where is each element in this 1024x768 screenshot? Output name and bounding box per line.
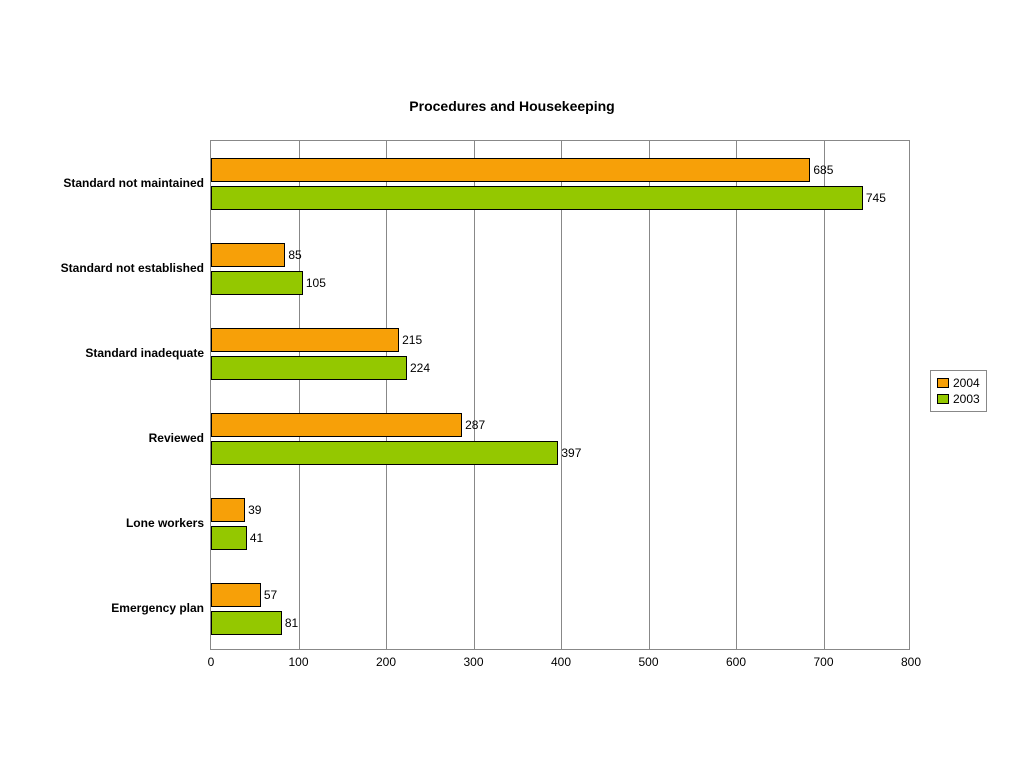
category-label: Lone workers: [4, 511, 204, 535]
bar: [211, 413, 462, 437]
y-axis-labels: Standard not maintained Standard not esta…: [0, 140, 210, 650]
bar: [211, 158, 810, 182]
bar: [211, 271, 303, 295]
bar: [211, 356, 407, 380]
gridline: [474, 141, 475, 649]
bar-value-label: 57: [261, 583, 277, 607]
gridline: [561, 141, 562, 649]
bar-value-label: 81: [282, 611, 298, 635]
bar-value-label: 105: [303, 271, 326, 295]
bar: [211, 611, 282, 635]
chart-title: Procedures and Housekeeping: [0, 98, 1024, 114]
bar-value-label: 85: [285, 243, 301, 267]
legend-label: 2004: [953, 375, 980, 391]
category-label: Standard not established: [4, 256, 204, 280]
x-tick-label: 600: [726, 655, 746, 669]
category-label: Emergency plan: [4, 596, 204, 620]
x-tick-label: 500: [638, 655, 658, 669]
gridline: [736, 141, 737, 649]
x-tick-label: 0: [208, 655, 215, 669]
bar: [211, 498, 245, 522]
bar: [211, 328, 399, 352]
bar-value-label: 287: [462, 413, 485, 437]
bar-value-label: 39: [245, 498, 261, 522]
bar-value-label: 745: [863, 186, 886, 210]
plot-area: 0100200300400500600700800685745851052152…: [210, 140, 910, 650]
x-tick-label: 100: [288, 655, 308, 669]
category-label: Standard not maintained: [4, 171, 204, 195]
bar: [211, 583, 261, 607]
legend-swatch: [937, 378, 949, 388]
legend-label: 2003: [953, 391, 980, 407]
x-tick-label: 800: [901, 655, 921, 669]
bar-value-label: 224: [407, 356, 430, 380]
x-tick-label: 200: [376, 655, 396, 669]
bar-value-label: 685: [810, 158, 833, 182]
legend-item: 2003: [937, 391, 980, 407]
category-label: Standard inadequate: [4, 341, 204, 365]
legend: 20042003: [930, 370, 987, 412]
bar-value-label: 41: [247, 526, 263, 550]
x-tick-label: 400: [551, 655, 571, 669]
gridline: [386, 141, 387, 649]
gridline: [649, 141, 650, 649]
gridline: [299, 141, 300, 649]
category-label: Reviewed: [4, 426, 204, 450]
bar-value-label: 397: [558, 441, 581, 465]
legend-item: 2004: [937, 375, 980, 391]
bar-value-label: 215: [399, 328, 422, 352]
bar: [211, 441, 558, 465]
bar: [211, 186, 863, 210]
x-tick-label: 300: [463, 655, 483, 669]
legend-swatch: [937, 394, 949, 404]
bar: [211, 526, 247, 550]
gridline: [824, 141, 825, 649]
bar: [211, 243, 285, 267]
x-tick-label: 700: [813, 655, 833, 669]
